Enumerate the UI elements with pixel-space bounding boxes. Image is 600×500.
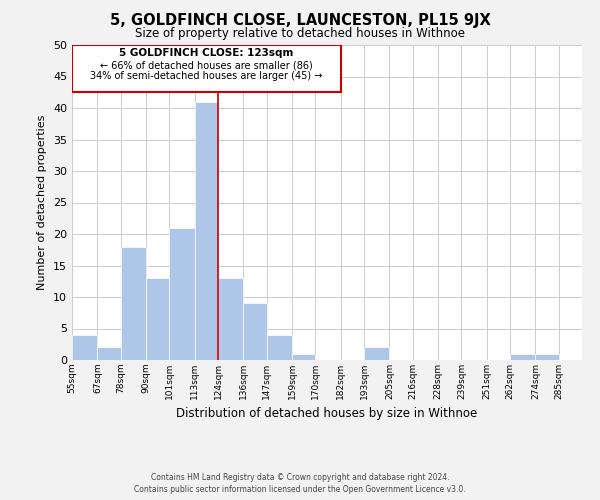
Bar xyxy=(510,354,535,360)
Bar xyxy=(146,278,169,360)
Text: Size of property relative to detached houses in Withnoe: Size of property relative to detached ho… xyxy=(135,28,465,40)
Text: 34% of semi-detached houses are larger (45) →: 34% of semi-detached houses are larger (… xyxy=(90,72,323,82)
X-axis label: Distribution of detached houses by size in Withnoe: Distribution of detached houses by size … xyxy=(176,408,478,420)
Bar xyxy=(292,354,316,360)
Text: 5, GOLDFINCH CLOSE, LAUNCESTON, PL15 9JX: 5, GOLDFINCH CLOSE, LAUNCESTON, PL15 9JX xyxy=(110,12,490,28)
Bar xyxy=(195,102,218,360)
Text: 5 GOLDFINCH CLOSE: 123sqm: 5 GOLDFINCH CLOSE: 123sqm xyxy=(119,48,293,58)
Text: ← 66% of detached houses are smaller (86): ← 66% of detached houses are smaller (86… xyxy=(100,60,313,70)
Bar xyxy=(121,246,146,360)
Bar xyxy=(535,354,559,360)
Bar xyxy=(364,348,389,360)
Y-axis label: Number of detached properties: Number of detached properties xyxy=(37,115,47,290)
FancyBboxPatch shape xyxy=(72,45,341,92)
Bar xyxy=(218,278,244,360)
Bar xyxy=(244,304,266,360)
Bar xyxy=(97,348,121,360)
Text: Contains HM Land Registry data © Crown copyright and database right 2024.
Contai: Contains HM Land Registry data © Crown c… xyxy=(134,473,466,494)
Bar xyxy=(169,228,195,360)
Bar xyxy=(266,335,292,360)
Bar xyxy=(72,335,97,360)
